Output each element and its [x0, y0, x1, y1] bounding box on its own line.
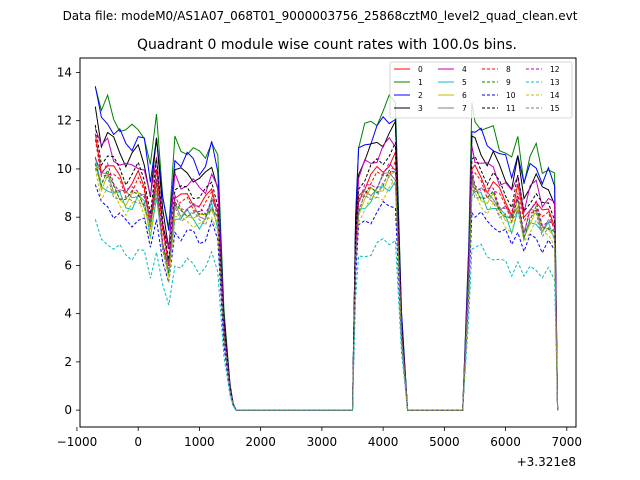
legend-label-9: 9 [506, 78, 511, 87]
legend-label-6: 6 [462, 91, 467, 100]
legend-label-7: 7 [462, 104, 467, 113]
x-tick-label: 2000 [245, 435, 276, 449]
series-line-14 [94, 168, 559, 411]
plot-frame [79, 57, 577, 428]
x-tick-label: −1000 [57, 435, 98, 449]
legend-label-12: 12 [550, 65, 560, 74]
legend-label-14: 14 [550, 91, 560, 100]
x-axis: −1000 0 1000 2000 3000 4000 5000 6000 7000 [57, 427, 582, 449]
y-tick-label: 8 [64, 210, 72, 224]
plot-area [79, 57, 577, 428]
legend-label-3: 3 [418, 104, 423, 113]
chart-title: Quadrant 0 module wise count rates with … [137, 37, 517, 53]
legend-label-4: 4 [462, 65, 467, 74]
x-tick-label: 3000 [307, 435, 338, 449]
legend-label-13: 13 [550, 78, 560, 87]
x-tick-label: 4000 [368, 435, 399, 449]
y-tick-label: 2 [64, 355, 72, 369]
x-tick-label: 6000 [490, 435, 521, 449]
y-tick-label: 4 [64, 307, 72, 321]
x-tick-label: 7000 [552, 435, 583, 449]
y-tick-label: 6 [64, 258, 72, 272]
legend-label-0: 0 [418, 65, 423, 74]
x-tick-label: 1000 [184, 435, 215, 449]
y-axis: 0 2 4 6 8 10 12 14 [57, 65, 80, 417]
x-axis-offset-label: +3.321e8 [517, 455, 576, 469]
y-tick-label: 12 [57, 114, 72, 128]
figure-suptitle: Data file: modeM0/AS1A07_068T01_90000037… [63, 9, 578, 23]
legend-label-1: 1 [418, 78, 423, 87]
legend-label-5: 5 [462, 78, 467, 87]
legend-label-8: 8 [506, 65, 511, 74]
y-tick-label: 14 [57, 65, 72, 79]
legend-label-10: 10 [506, 91, 516, 100]
legend-label-2: 2 [418, 91, 423, 100]
legend-label-15: 15 [550, 104, 560, 113]
legend-box [389, 61, 573, 119]
series-line-15 [94, 167, 559, 411]
y-tick-label: 0 [64, 403, 72, 417]
x-tick-label: 0 [134, 435, 142, 449]
legend-label-11: 11 [506, 104, 516, 113]
series-layer [94, 86, 559, 411]
y-tick-label: 10 [57, 162, 72, 176]
x-tick-label: 5000 [429, 435, 460, 449]
series-line-13 [94, 219, 559, 411]
